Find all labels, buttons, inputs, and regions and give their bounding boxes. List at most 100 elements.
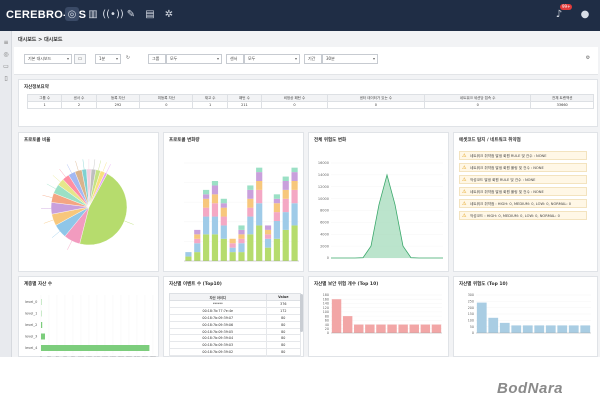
target-icon[interactable]: ◎	[3, 51, 9, 58]
pie-label-line	[52, 175, 61, 183]
bar	[238, 243, 245, 253]
table-row[interactable]: 00:18:7b:77:7e:4e 172	[169, 306, 302, 315]
bar	[264, 238, 272, 248]
factory-icon[interactable]: ▥	[88, 8, 98, 20]
report-icon[interactable]: ▤	[145, 8, 155, 20]
pie-label-line	[124, 220, 134, 225]
bar	[282, 181, 289, 190]
bar	[220, 207, 227, 217]
table-row[interactable]: 00:18:7b:09:39:05 80	[169, 327, 302, 336]
range-select[interactable]: 30분 ▾	[322, 54, 378, 64]
doc-icon[interactable]: ▯	[4, 75, 8, 82]
bar	[194, 238, 201, 244]
y-tick-label: 150	[468, 312, 474, 316]
settings-icon[interactable]: ⚙	[585, 55, 591, 61]
bar	[580, 325, 591, 333]
bell-icon[interactable]: ♪	[555, 8, 563, 20]
y-tick-label: 10000	[318, 197, 329, 201]
summary-header-cell: 미등록 자산	[139, 94, 194, 102]
gear-icon[interactable]: ✲	[164, 8, 174, 20]
bar	[476, 302, 487, 333]
bar	[354, 324, 364, 333]
table-row[interactable]: 00:18:7b:09:39:02 80	[169, 348, 302, 357]
bar	[203, 194, 210, 199]
edit-icon[interactable]: ✎	[126, 8, 136, 20]
bar	[203, 207, 210, 217]
table-row[interactable]: 00:18:7b:09:39:06 80	[169, 320, 302, 329]
y-tick-label: 6000	[320, 221, 329, 225]
x-tick-label: 240	[134, 356, 140, 358]
bar	[431, 324, 442, 333]
y-tick-label: 50	[470, 325, 474, 329]
bar	[238, 229, 245, 235]
bar	[247, 185, 254, 190]
table-row[interactable]: ****** 376	[169, 300, 302, 308]
refresh-icon[interactable]: ↻	[125, 55, 131, 61]
pie-label-line	[82, 159, 85, 170]
chevron-down-icon: ▾	[66, 56, 69, 61]
sensor-select[interactable]: 모두 ▾	[244, 54, 300, 64]
bar	[291, 181, 298, 190]
alert-text: 악성코드 발생 회원 RULE 및 건수 : NONE	[470, 178, 536, 182]
table-cell: 376	[265, 300, 302, 308]
pie-label-line	[46, 183, 56, 189]
bar	[291, 189, 298, 204]
bar	[220, 198, 227, 204]
bar	[545, 325, 556, 333]
bar	[238, 225, 245, 230]
menu-icon[interactable]: ≡	[3, 39, 9, 46]
chat-icon[interactable]: ▭	[3, 63, 9, 70]
events-header-row: 자산 아이디 Value	[169, 293, 302, 301]
period-select-value: 1분	[99, 56, 106, 61]
group-select-value: 모두	[170, 56, 178, 61]
bar	[229, 238, 236, 244]
signal-icon[interactable]: ((•))	[102, 8, 124, 20]
events-scrollbar[interactable]	[300, 294, 303, 332]
threat-change-title: 전체 위험도 변화	[314, 138, 347, 143]
table-cell: 80	[265, 334, 302, 343]
chevron-down-icon: ▾	[216, 56, 219, 61]
warning-icon: ⚠	[462, 177, 467, 183]
dashboard-select[interactable]: 기본 대시보드 ▾	[24, 54, 72, 64]
bar	[273, 194, 280, 199]
bar	[247, 234, 254, 261]
bar	[273, 238, 280, 261]
summary-header-cell: 센서 수	[61, 94, 97, 102]
app-body: ≡ ◎ ▭ ▯ 대시보드 > 대시보드 기본 대시보드 ▾ ▭ 1분 ▾ ↻ 그룹 …	[0, 31, 600, 357]
summary-value-cell: 33660	[530, 101, 594, 109]
period-select[interactable]: 1분 ▾	[95, 54, 121, 64]
warning-icon: ⚠	[462, 201, 467, 207]
screen-icon[interactable]: ▭	[74, 54, 86, 64]
bar	[282, 229, 289, 261]
bar	[534, 325, 545, 333]
bar	[194, 243, 201, 253]
y-tick-label: 100	[323, 310, 329, 314]
summary-value-cell: 2	[61, 101, 97, 109]
user-icon[interactable]: ●	[580, 8, 590, 20]
summary-value-row: 1 2 292 0 1 211 0 0 0 33660	[26, 101, 594, 109]
group-assets-title: 계층별 자산 수	[24, 282, 52, 287]
summary-value-cell: 1	[26, 101, 63, 109]
y-tick-label: level_4	[25, 346, 38, 350]
table-row[interactable]: 00:18:7b:09:39:03 80	[169, 341, 302, 350]
dashboard-icon[interactable]: ◎	[65, 7, 79, 21]
summary-title: 자산정보요약	[24, 85, 49, 90]
bar	[568, 325, 579, 333]
y-tick-label: 2000	[320, 244, 329, 248]
x-tick-label: 100	[78, 356, 84, 358]
events-header-cell: Value	[265, 293, 302, 301]
filter-bar: 기본 대시보드 ▾ ▭ 1분 ▾ ↻ 그룹 모두 ▾ 센서 모두 ▾ 기간 30분 ▾ ⚙	[14, 47, 598, 75]
bar	[211, 194, 219, 204]
table-row[interactable]: 00:18:7b:09:39:07 80	[169, 313, 302, 322]
table-cell: 80	[265, 355, 302, 357]
table-row[interactable]: 00:18:7b:09:39:04 80	[169, 334, 302, 343]
summary-value-cell: 292	[95, 101, 141, 109]
pie-label-line	[59, 169, 66, 178]
bar	[282, 198, 289, 213]
bar	[398, 324, 408, 333]
bar	[203, 234, 210, 261]
bar	[211, 216, 219, 235]
group-select[interactable]: 모두 ▾	[166, 54, 222, 64]
bar	[499, 322, 510, 333]
